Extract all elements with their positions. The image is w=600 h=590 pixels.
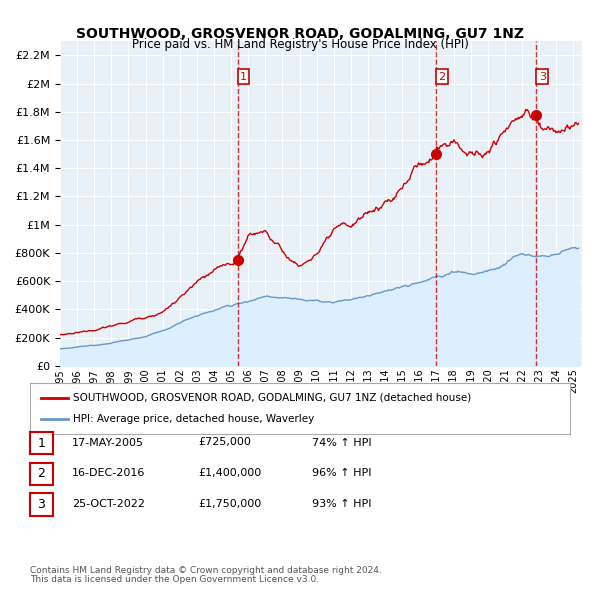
Text: 25-OCT-2022: 25-OCT-2022 (72, 499, 145, 509)
Text: HPI: Average price, detached house, Waverley: HPI: Average price, detached house, Wave… (73, 414, 314, 424)
Text: Contains HM Land Registry data © Crown copyright and database right 2024.: Contains HM Land Registry data © Crown c… (30, 566, 382, 575)
Text: 1: 1 (240, 71, 247, 81)
Text: 2: 2 (439, 71, 446, 81)
Text: SOUTHWOOD, GROSVENOR ROAD, GODALMING, GU7 1NZ: SOUTHWOOD, GROSVENOR ROAD, GODALMING, GU… (76, 27, 524, 41)
Text: This data is licensed under the Open Government Licence v3.0.: This data is licensed under the Open Gov… (30, 575, 319, 584)
Text: 17-MAY-2005: 17-MAY-2005 (72, 438, 144, 447)
Text: £725,000: £725,000 (198, 438, 251, 447)
Text: 16-DEC-2016: 16-DEC-2016 (72, 468, 145, 478)
Text: £1,400,000: £1,400,000 (198, 468, 261, 478)
Text: 96% ↑ HPI: 96% ↑ HPI (312, 468, 371, 478)
Text: 3: 3 (37, 498, 46, 511)
Text: SOUTHWOOD, GROSVENOR ROAD, GODALMING, GU7 1NZ (detached house): SOUTHWOOD, GROSVENOR ROAD, GODALMING, GU… (73, 392, 472, 402)
Text: 3: 3 (539, 71, 545, 81)
Text: 2: 2 (37, 467, 46, 480)
Text: 74% ↑ HPI: 74% ↑ HPI (312, 438, 371, 447)
Text: 1: 1 (37, 437, 46, 450)
Text: £1,750,000: £1,750,000 (198, 499, 261, 509)
Text: 93% ↑ HPI: 93% ↑ HPI (312, 499, 371, 509)
Text: Price paid vs. HM Land Registry's House Price Index (HPI): Price paid vs. HM Land Registry's House … (131, 38, 469, 51)
